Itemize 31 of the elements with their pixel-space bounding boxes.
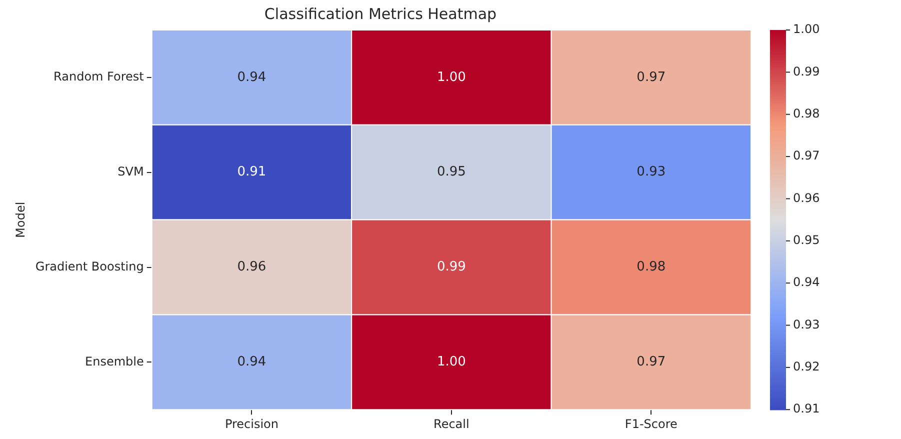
data-label: 0.95 xyxy=(436,164,466,180)
color-bar-label: 1.00 xyxy=(793,22,820,36)
color-bar-label: 0.99 xyxy=(793,64,820,78)
data-label: 0.99 xyxy=(436,260,466,275)
color-bar-label: 0.91 xyxy=(793,402,820,416)
data-label: 0.94 xyxy=(237,70,266,85)
data-label: 1.00 xyxy=(436,70,466,85)
data-label: 0.97 xyxy=(636,70,666,85)
color-bar-label: 0.93 xyxy=(793,317,820,332)
data-label: 1.00 xyxy=(436,354,466,370)
color-bar-label: 0.92 xyxy=(793,360,820,374)
y-tick-label: SVM xyxy=(118,164,144,178)
color-bar-label: 0.97 xyxy=(793,148,820,163)
y-tick-label: Gradient Boosting xyxy=(35,259,144,274)
chart-title: Classification Metrics Heatmap xyxy=(264,4,497,23)
color-bar-label: 0.95 xyxy=(793,233,820,248)
color-bar-label: 0.94 xyxy=(793,275,820,290)
x-tick-label: F1-Score xyxy=(624,416,678,431)
data-label: 0.96 xyxy=(237,260,266,275)
x-tick-label: Recall xyxy=(434,416,470,431)
x-tick-label: Precision xyxy=(224,416,278,431)
y-axis-title: Model xyxy=(13,202,28,238)
color-bar-label: 0.96 xyxy=(793,190,820,205)
data-label: 0.98 xyxy=(636,260,666,275)
y-tick-label: Ensemble xyxy=(85,354,144,368)
color-bar-label: 0.98 xyxy=(793,106,820,120)
data-label: 0.97 xyxy=(636,354,666,370)
data-label: 0.93 xyxy=(636,164,666,180)
y-tick-label: Random Forest xyxy=(54,70,144,84)
data-label: 0.94 xyxy=(237,354,266,370)
data-label: 0.91 xyxy=(237,164,266,180)
